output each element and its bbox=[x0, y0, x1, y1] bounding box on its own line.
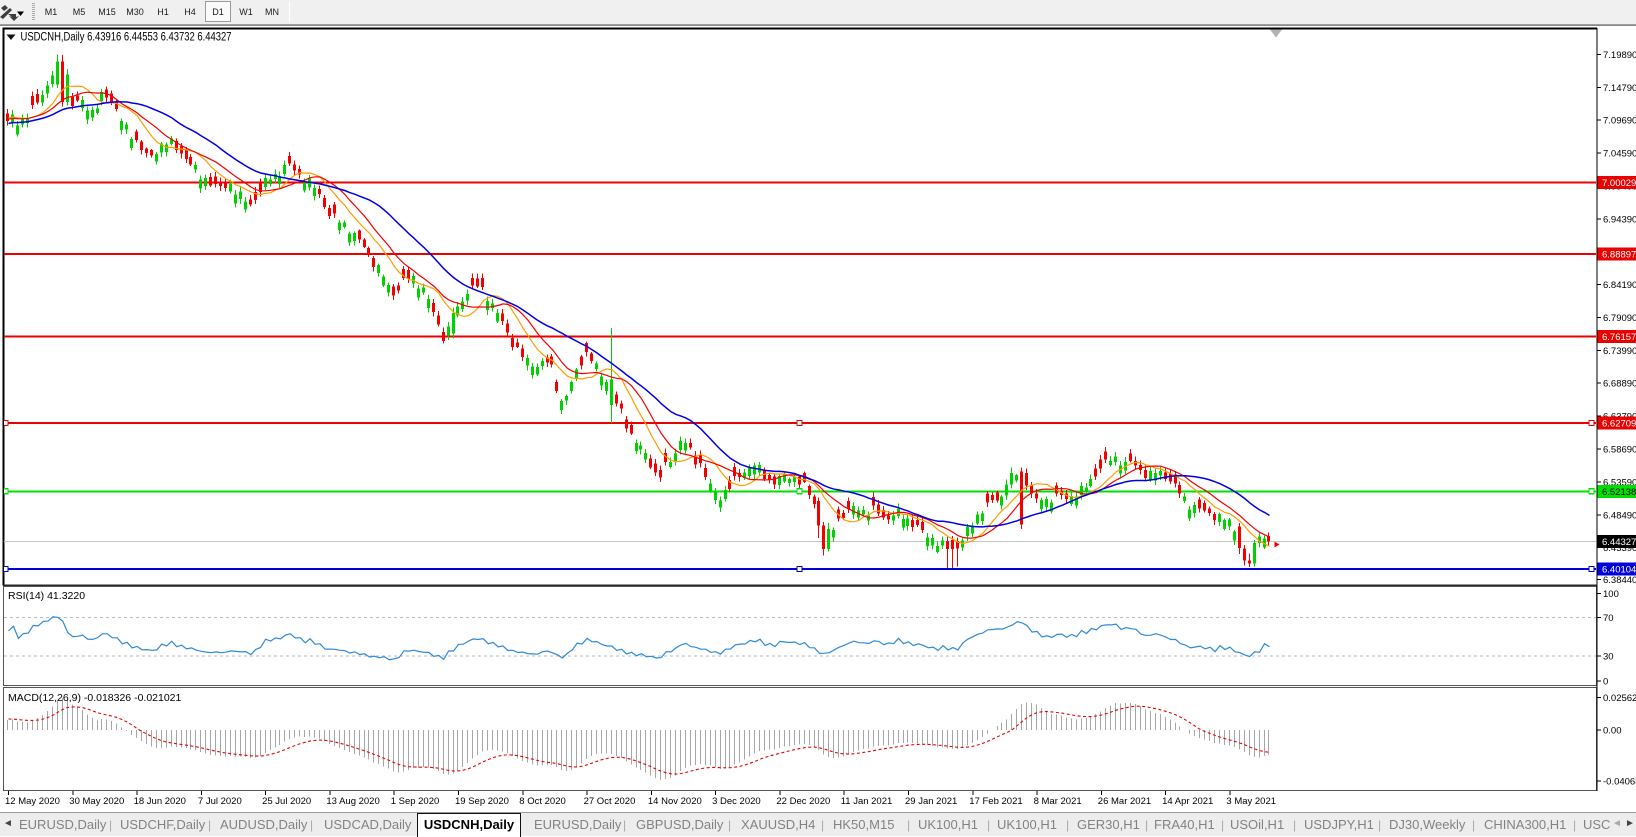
svg-text:6.62709: 6.62709 bbox=[1602, 419, 1636, 430]
svg-text:6.73990: 6.73990 bbox=[1603, 346, 1636, 357]
svg-text:6.84190: 6.84190 bbox=[1603, 280, 1636, 291]
svg-text:8 Mar 2021: 8 Mar 2021 bbox=[1034, 796, 1082, 807]
svg-text:6.52138: 6.52138 bbox=[1602, 487, 1636, 498]
svg-text:0: 0 bbox=[1603, 677, 1608, 688]
svg-text:25 Jul 2020: 25 Jul 2020 bbox=[262, 796, 311, 807]
svg-text:14 Nov 2020: 14 Nov 2020 bbox=[648, 796, 702, 807]
svg-text:1 Sep 2020: 1 Sep 2020 bbox=[391, 796, 440, 807]
svg-text:RSI(14) 41.3220: RSI(14) 41.3220 bbox=[8, 590, 85, 602]
svg-text:6.58690: 6.58690 bbox=[1603, 445, 1636, 456]
svg-text:18 Jun 2020: 18 Jun 2020 bbox=[134, 796, 186, 807]
svg-text:6.79090: 6.79090 bbox=[1603, 313, 1636, 324]
svg-text:12 May 2020: 12 May 2020 bbox=[5, 796, 60, 807]
svg-text:6.40104: 6.40104 bbox=[1602, 564, 1636, 575]
svg-text:0.025623: 0.025623 bbox=[1603, 693, 1636, 704]
svg-text:6.38440: 6.38440 bbox=[1603, 575, 1636, 586]
svg-text:14 Apr 2021: 14 Apr 2021 bbox=[1162, 796, 1213, 807]
svg-text:26 Mar 2021: 26 Mar 2021 bbox=[1098, 796, 1151, 807]
svg-text:7 Jul 2020: 7 Jul 2020 bbox=[198, 796, 242, 807]
svg-text:30 May 2020: 30 May 2020 bbox=[69, 796, 124, 807]
svg-text:100: 100 bbox=[1603, 589, 1619, 600]
svg-text:6.76157: 6.76157 bbox=[1602, 332, 1636, 343]
svg-text:USDCNH,Daily 6.43916 6.44553: USDCNH,Daily 6.43916 6.44553 6.43732 6.4… bbox=[21, 32, 232, 44]
svg-text:0.00: 0.00 bbox=[1603, 726, 1622, 737]
svg-text:3 Dec 2020: 3 Dec 2020 bbox=[712, 796, 761, 807]
svg-text:27 Oct 2020: 27 Oct 2020 bbox=[584, 796, 636, 807]
svg-text:7.19890: 7.19890 bbox=[1603, 50, 1636, 61]
svg-text:3 May 2021: 3 May 2021 bbox=[1226, 796, 1276, 807]
svg-text:29 Jan 2021: 29 Jan 2021 bbox=[905, 796, 957, 807]
svg-text:8 Oct 2020: 8 Oct 2020 bbox=[519, 796, 565, 807]
svg-text:30: 30 bbox=[1603, 651, 1614, 662]
svg-text:70: 70 bbox=[1603, 613, 1614, 624]
svg-text:7.09690: 7.09690 bbox=[1603, 116, 1636, 127]
svg-text:6.44327: 6.44327 bbox=[1602, 537, 1636, 548]
svg-text:13 Aug 2020: 13 Aug 2020 bbox=[326, 796, 379, 807]
svg-text:6.68890: 6.68890 bbox=[1603, 379, 1636, 390]
svg-text:22 Dec 2020: 22 Dec 2020 bbox=[776, 796, 830, 807]
svg-text:11 Jan 2021: 11 Jan 2021 bbox=[841, 796, 893, 807]
svg-text:7.04590: 7.04590 bbox=[1603, 149, 1636, 160]
svg-text:6.94390: 6.94390 bbox=[1603, 214, 1636, 225]
svg-text:17 Feb 2021: 17 Feb 2021 bbox=[969, 796, 1022, 807]
svg-text:MACD(12,26,9) -0.018326 -0.021: MACD(12,26,9) -0.018326 -0.021021 bbox=[8, 692, 182, 704]
svg-text:19 Sep 2020: 19 Sep 2020 bbox=[455, 796, 509, 807]
svg-text:-0.04068: -0.04068 bbox=[1603, 776, 1636, 787]
svg-text:6.88897: 6.88897 bbox=[1602, 250, 1636, 261]
svg-text:6.48490: 6.48490 bbox=[1603, 510, 1636, 521]
svg-text:7.00029: 7.00029 bbox=[1602, 178, 1636, 189]
svg-text:7.14790: 7.14790 bbox=[1603, 83, 1636, 94]
